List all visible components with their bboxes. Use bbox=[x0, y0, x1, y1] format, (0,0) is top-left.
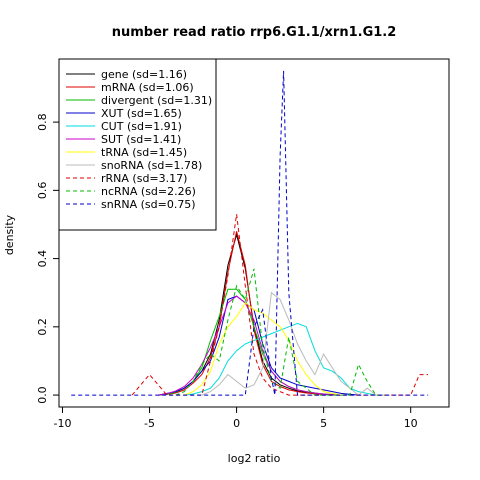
series-line-7 bbox=[201, 291, 385, 396]
legend-label-0: gene (sd=1.16) bbox=[101, 68, 187, 81]
legend-label-10: snRNA (sd=0.75) bbox=[101, 198, 196, 211]
legend-label-3: XUT (sd=1.65) bbox=[101, 107, 182, 120]
x-tick-label: -10 bbox=[53, 417, 71, 430]
chart-title: number read ratio rrp6.G1.1/xrn1.G1.2 bbox=[112, 25, 397, 40]
legend-label-2: divergent (sd=1.31) bbox=[101, 94, 212, 107]
y-tick-label: 0.4 bbox=[36, 250, 49, 268]
series-line-10 bbox=[71, 70, 429, 396]
legend-label-8: rRNA (sd=3.17) bbox=[101, 172, 187, 185]
y-tick-label: 0.2 bbox=[36, 318, 49, 336]
y-tick-label: 0.6 bbox=[36, 182, 49, 200]
legend-label-6: tRNA (sd=1.45) bbox=[101, 146, 187, 159]
legend-label-1: mRNA (sd=1.06) bbox=[101, 81, 194, 94]
legend: gene (sd=1.16)mRNA (sd=1.06)divergent (s… bbox=[58, 58, 217, 231]
series-lines bbox=[71, 70, 429, 396]
y-tick-label: 0.8 bbox=[36, 113, 49, 131]
x-tick-label: 5 bbox=[320, 417, 327, 430]
legend-label-7: snoRNA (sd=1.78) bbox=[101, 159, 202, 172]
y-axis-label: density bbox=[3, 214, 16, 255]
y-tick-label: 0.0 bbox=[36, 386, 49, 404]
series-line-9 bbox=[175, 268, 385, 396]
legend-label-4: CUT (sd=1.91) bbox=[101, 120, 182, 133]
legend-label-9: ncRNA (sd=2.26) bbox=[101, 185, 196, 198]
x-tick-label: -5 bbox=[144, 417, 155, 430]
legend-label-5: SUT (sd=1.41) bbox=[101, 133, 181, 146]
x-tick-label: 10 bbox=[404, 417, 418, 430]
x-tick-label: 0 bbox=[233, 417, 240, 430]
x-axis-label: log2 ratio bbox=[228, 452, 281, 465]
x-axis: -10 -5 0 5 10 bbox=[53, 406, 418, 430]
